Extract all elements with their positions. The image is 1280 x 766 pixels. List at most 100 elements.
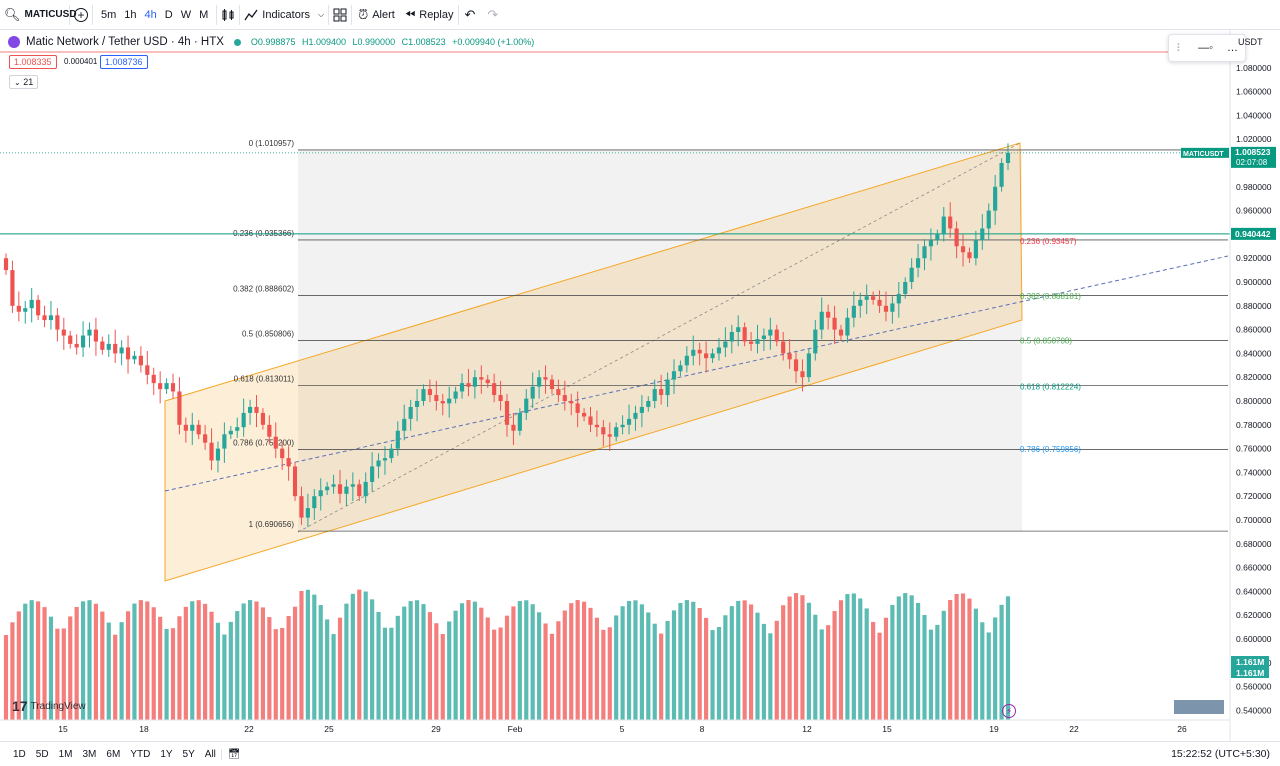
volume-label: 1.161M bbox=[1236, 657, 1264, 667]
indicators-label: Indicators bbox=[262, 8, 310, 21]
volume-bar bbox=[543, 623, 548, 720]
indicators-button[interactable]: Indicators ⌵ bbox=[240, 4, 330, 25]
layouts-button[interactable] bbox=[329, 4, 353, 25]
candle-body bbox=[170, 383, 176, 392]
candle-body bbox=[768, 329, 773, 336]
volume-bar bbox=[164, 628, 169, 720]
candle-body bbox=[864, 296, 869, 300]
currency-label[interactable]: USDT bbox=[1238, 37, 1263, 47]
replay-button[interactable]: ⏪︎ Replay bbox=[401, 4, 459, 25]
price-chart[interactable]: 0 (1.010957)0.236 (0.935366)0.382 (0.888… bbox=[0, 30, 1280, 741]
candle-body bbox=[935, 234, 940, 241]
volume-bar bbox=[633, 600, 638, 720]
candle-body bbox=[267, 424, 272, 437]
candle-body bbox=[537, 377, 542, 387]
clock[interactable]: 15:22:52 (UTC+5:30) bbox=[1171, 748, 1270, 760]
range-1y[interactable]: 1Y bbox=[160, 748, 173, 760]
volume-bar bbox=[42, 607, 47, 720]
volume-bar bbox=[222, 634, 227, 720]
candle-body bbox=[948, 216, 953, 229]
candle-body bbox=[357, 484, 362, 497]
volume-bar bbox=[864, 608, 869, 720]
ask-badge[interactable]: 1.008736 bbox=[100, 55, 148, 69]
candle-body bbox=[826, 311, 831, 318]
volume-bar bbox=[511, 606, 516, 720]
alert-button[interactable]: ⏰︎ Alert bbox=[352, 0, 401, 30]
bid-badge[interactable]: 1.008335 bbox=[9, 55, 57, 69]
range-3m[interactable]: 3M bbox=[82, 748, 97, 760]
candle-body bbox=[736, 327, 741, 332]
price-tick-label: 0.900000 bbox=[1236, 277, 1272, 287]
timeframe-m[interactable]: M bbox=[199, 8, 209, 21]
range-6m[interactable]: 6M bbox=[106, 748, 121, 760]
timeframe-1h[interactable]: 1h bbox=[124, 8, 137, 21]
candle-body bbox=[55, 315, 60, 330]
volume-bar bbox=[382, 627, 388, 720]
volume-bar bbox=[556, 621, 561, 720]
volume-bar bbox=[273, 629, 278, 720]
line-tool-icon[interactable]: —◦ bbox=[1198, 42, 1213, 54]
volume-bar bbox=[440, 634, 445, 720]
candle-body bbox=[980, 228, 985, 241]
candle-body bbox=[36, 299, 41, 316]
timeframe-w[interactable]: W bbox=[180, 8, 192, 21]
range-5d[interactable]: 5D bbox=[35, 748, 49, 760]
timeframe-4h[interactable]: 4h bbox=[144, 8, 157, 21]
candle-body bbox=[273, 436, 278, 449]
timeframe-5m[interactable]: 5m bbox=[101, 8, 117, 21]
range-ytd[interactable]: YTD bbox=[130, 748, 151, 760]
candle-body bbox=[254, 406, 259, 413]
alarm-clock-icon: ⏰︎ bbox=[358, 6, 369, 22]
price-tick-label: 0.800000 bbox=[1236, 396, 1272, 406]
range-5y[interactable]: 5Y bbox=[182, 748, 195, 760]
replay-badge-icon[interactable]: ⚡︎ bbox=[1002, 704, 1016, 718]
undo-icon: ↶ bbox=[464, 6, 476, 22]
volume-bar bbox=[967, 598, 972, 720]
chart-pane[interactable]: 0 (1.010957) 0.236 (0.935366) 0.382 (0.888… bbox=[0, 30, 1280, 741]
range-1m[interactable]: 1M bbox=[58, 748, 73, 760]
symbol-search[interactable]: 🔍︎ MATICUSD bbox=[0, 4, 77, 25]
volume-bar bbox=[903, 593, 908, 720]
time-tick-label: 8 bbox=[700, 724, 705, 734]
time-tick-label: 15 bbox=[58, 724, 68, 734]
fib-level-label: 0.786 (0.759200) bbox=[233, 439, 294, 448]
candle-body bbox=[549, 379, 555, 390]
candle-body bbox=[620, 424, 625, 428]
chart-type-button[interactable] bbox=[217, 4, 241, 25]
indicator-count: 21 bbox=[23, 77, 34, 87]
compare-button[interactable]: + bbox=[70, 4, 93, 25]
fib-level-label: 0.5 (0.850806) bbox=[242, 330, 294, 339]
range-1d[interactable]: 1D bbox=[13, 748, 26, 760]
candle-body bbox=[973, 240, 978, 259]
candle-body bbox=[337, 484, 343, 494]
volume-bar bbox=[877, 632, 882, 720]
candle-body bbox=[967, 252, 972, 259]
volume-bar bbox=[646, 612, 651, 720]
undo-button[interactable]: ↶ bbox=[459, 0, 482, 30]
drag-handle-icon[interactable]: ⠇ bbox=[1176, 42, 1185, 55]
redo-button[interactable]: ↷ bbox=[481, 0, 504, 30]
ohlc-values: O0.998875 H1.009400 L0.990000 C1.008523 … bbox=[251, 37, 538, 47]
range-all[interactable]: All bbox=[204, 748, 216, 760]
volume-bar bbox=[704, 617, 709, 720]
volume-bar bbox=[158, 616, 163, 720]
candle-body bbox=[511, 424, 516, 431]
more-icon[interactable]: … bbox=[1226, 42, 1238, 54]
volume-bar bbox=[434, 623, 439, 720]
date-range-icon[interactable]: 📅︎ bbox=[220, 748, 247, 760]
indicators-toggle[interactable]: ⌄ 21 bbox=[9, 75, 39, 89]
candle-body bbox=[581, 412, 587, 417]
series-title[interactable]: Matic Network / Tether USD · 4h · HTX bbox=[26, 36, 224, 48]
candle-body bbox=[376, 460, 381, 467]
candle-body bbox=[125, 347, 131, 360]
candle-body bbox=[915, 258, 921, 268]
volume-bar bbox=[447, 621, 452, 720]
last-price-label: 1.008523 bbox=[1235, 147, 1271, 157]
volume-bar bbox=[915, 602, 921, 720]
candle-body bbox=[562, 395, 567, 401]
candle-body bbox=[748, 341, 754, 344]
fib-trend-line bbox=[297, 142, 1021, 533]
volume-bar bbox=[203, 603, 208, 720]
candle-body bbox=[183, 424, 188, 431]
timeframe-d[interactable]: D bbox=[164, 8, 173, 21]
